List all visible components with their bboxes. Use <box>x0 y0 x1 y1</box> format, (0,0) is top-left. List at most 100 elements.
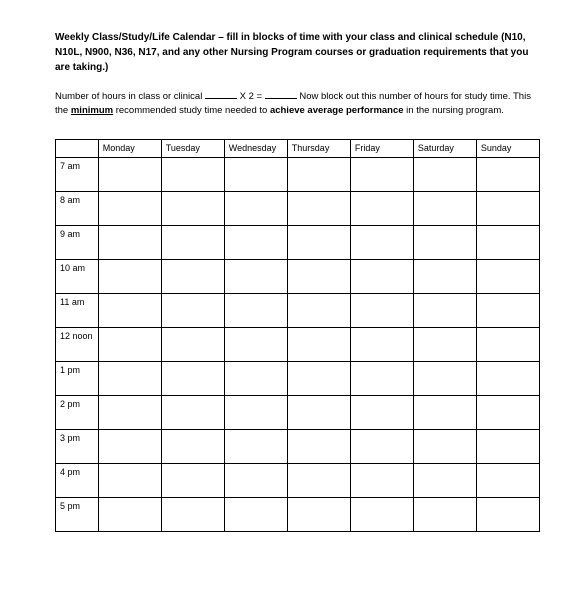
calendar-cell[interactable] <box>161 429 224 463</box>
calendar-cell[interactable] <box>476 259 539 293</box>
calendar-cell[interactable] <box>287 497 350 531</box>
calendar-cell[interactable] <box>350 293 413 327</box>
calendar-cell[interactable] <box>287 463 350 497</box>
calendar-cell[interactable] <box>413 429 476 463</box>
calendar-cell[interactable] <box>350 259 413 293</box>
instr-text-1: Number of hours in class or clinical <box>55 91 205 102</box>
header-day: Wednesday <box>224 139 287 157</box>
calendar-cell[interactable] <box>161 293 224 327</box>
calendar-cell[interactable] <box>224 157 287 191</box>
time-label: 11 am <box>56 293 99 327</box>
calendar-cell[interactable] <box>98 225 161 259</box>
calendar-cell[interactable] <box>98 429 161 463</box>
calendar-cell[interactable] <box>224 259 287 293</box>
time-label: 2 pm <box>56 395 99 429</box>
calendar-cell[interactable] <box>287 395 350 429</box>
calendar-cell[interactable] <box>413 395 476 429</box>
calendar-cell[interactable] <box>224 225 287 259</box>
calendar-cell[interactable] <box>287 225 350 259</box>
calendar-cell[interactable] <box>476 463 539 497</box>
calendar-cell[interactable] <box>98 157 161 191</box>
calendar-cell[interactable] <box>98 463 161 497</box>
table-row: 7 am <box>56 157 540 191</box>
calendar-cell[interactable] <box>476 327 539 361</box>
header-blank <box>56 139 99 157</box>
calendar-cell[interactable] <box>413 191 476 225</box>
table-row: 11 am <box>56 293 540 327</box>
calendar-cell[interactable] <box>224 327 287 361</box>
instr-minimum: minimum <box>71 105 113 116</box>
calendar-cell[interactable] <box>161 157 224 191</box>
calendar-cell[interactable] <box>476 429 539 463</box>
time-label: 12 noon <box>56 327 99 361</box>
calendar-cell[interactable] <box>161 395 224 429</box>
calendar-cell[interactable] <box>161 361 224 395</box>
calendar-cell[interactable] <box>413 361 476 395</box>
calendar-cell[interactable] <box>476 191 539 225</box>
calendar-cell[interactable] <box>476 395 539 429</box>
calendar-cell[interactable] <box>161 463 224 497</box>
calendar-cell[interactable] <box>350 463 413 497</box>
calendar-cell[interactable] <box>287 259 350 293</box>
calendar-cell[interactable] <box>350 225 413 259</box>
calendar-cell[interactable] <box>287 293 350 327</box>
calendar-cell[interactable] <box>413 157 476 191</box>
calendar-cell[interactable] <box>224 463 287 497</box>
calendar-cell[interactable] <box>476 293 539 327</box>
calendar-cell[interactable] <box>224 191 287 225</box>
instructions-paragraph: Number of hours in class or clinical X 2… <box>55 89 540 119</box>
calendar-cell[interactable] <box>287 191 350 225</box>
calendar-cell[interactable] <box>413 463 476 497</box>
calendar-cell[interactable] <box>413 225 476 259</box>
calendar-cell[interactable] <box>98 327 161 361</box>
calendar-body: 7 am 8 am 9 am 10 am 11 am 12 noon 1 pm … <box>56 157 540 531</box>
document-title: Weekly Class/Study/Life Calendar – fill … <box>55 30 540 75</box>
table-row: 1 pm <box>56 361 540 395</box>
calendar-cell[interactable] <box>350 157 413 191</box>
calendar-cell[interactable] <box>350 497 413 531</box>
calendar-document: Weekly Class/Study/Life Calendar – fill … <box>0 0 585 532</box>
calendar-cell[interactable] <box>413 497 476 531</box>
calendar-cell[interactable] <box>413 327 476 361</box>
calendar-cell[interactable] <box>224 497 287 531</box>
table-row: 2 pm <box>56 395 540 429</box>
calendar-cell[interactable] <box>287 157 350 191</box>
calendar-cell[interactable] <box>98 497 161 531</box>
calendar-cell[interactable] <box>287 327 350 361</box>
calendar-cell[interactable] <box>98 191 161 225</box>
calendar-cell[interactable] <box>476 157 539 191</box>
calendar-cell[interactable] <box>476 225 539 259</box>
calendar-cell[interactable] <box>98 395 161 429</box>
calendar-cell[interactable] <box>224 395 287 429</box>
calendar-cell[interactable] <box>287 361 350 395</box>
calendar-cell[interactable] <box>98 361 161 395</box>
instr-text-2: X 2 = <box>237 91 265 102</box>
calendar-cell[interactable] <box>350 429 413 463</box>
table-row: 3 pm <box>56 429 540 463</box>
calendar-cell[interactable] <box>161 327 224 361</box>
instr-text-5: in the nursing program. <box>404 105 504 116</box>
calendar-cell[interactable] <box>476 361 539 395</box>
calendar-cell[interactable] <box>161 497 224 531</box>
calendar-cell[interactable] <box>413 293 476 327</box>
calendar-cell[interactable] <box>224 293 287 327</box>
calendar-cell[interactable] <box>98 259 161 293</box>
calendar-cell[interactable] <box>161 225 224 259</box>
calendar-cell[interactable] <box>476 497 539 531</box>
calendar-cell[interactable] <box>287 429 350 463</box>
blank-hours[interactable] <box>205 89 237 99</box>
calendar-cell[interactable] <box>161 191 224 225</box>
calendar-cell[interactable] <box>350 191 413 225</box>
calendar-cell[interactable] <box>350 395 413 429</box>
time-label: 8 am <box>56 191 99 225</box>
calendar-cell[interactable] <box>161 259 224 293</box>
calendar-cell[interactable] <box>224 429 287 463</box>
time-label: 7 am <box>56 157 99 191</box>
calendar-cell[interactable] <box>224 361 287 395</box>
table-row: 12 noon <box>56 327 540 361</box>
calendar-cell[interactable] <box>98 293 161 327</box>
calendar-cell[interactable] <box>350 327 413 361</box>
calendar-cell[interactable] <box>413 259 476 293</box>
blank-result[interactable] <box>265 89 297 99</box>
calendar-cell[interactable] <box>350 361 413 395</box>
